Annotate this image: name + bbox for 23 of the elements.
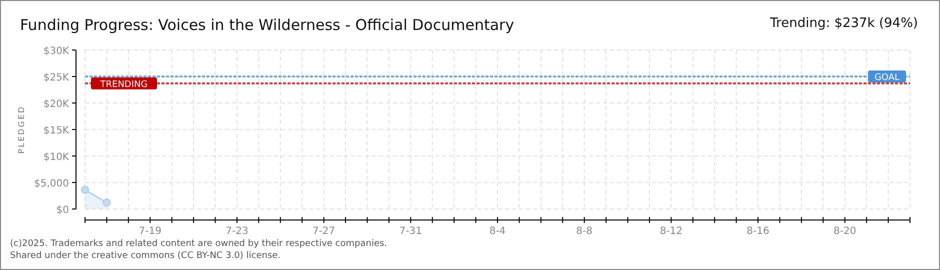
y-tick-label: $10K [43,152,70,163]
text: Shared under the creative commons (CC BY-NC 3.0) license. [10,251,281,261]
x-tick-label: 7-27 [312,226,336,237]
x-tick-label: 7-31 [399,226,422,237]
y-tick-label: $15K [43,126,70,136]
y-tick-label: $5,000 [34,178,69,190]
y-tick-label: $25K [43,72,70,84]
x-tick-label: 8-4 [489,226,506,237]
ref-line-label: GOAL [874,73,900,83]
y-axis-title: PLEDGED [17,105,26,154]
x-tick-label: 7-23 [226,226,248,237]
x-tick-label: 8-16 [746,226,770,237]
x-tick-label: 8-20 [834,226,856,237]
x-tick-label: 8-8 [576,226,593,237]
chart-subtitle: Trending: $237k (94%) [769,16,918,31]
chart-title: Funding Progress: Voices in the Wilderness - Official Documentary [20,16,514,34]
x-tick-label: 7-19 [138,226,162,237]
text: (c)2025. Trademarks and related content are owned by their respective companies. [10,239,388,249]
x-tick-label: 8-12 [660,226,683,237]
y-tick-label: $0 [56,205,69,216]
y-tick-label: $30K [43,46,70,57]
ref-line-label: TRENDING [99,80,148,90]
y-tick-label: $20K [43,99,70,110]
